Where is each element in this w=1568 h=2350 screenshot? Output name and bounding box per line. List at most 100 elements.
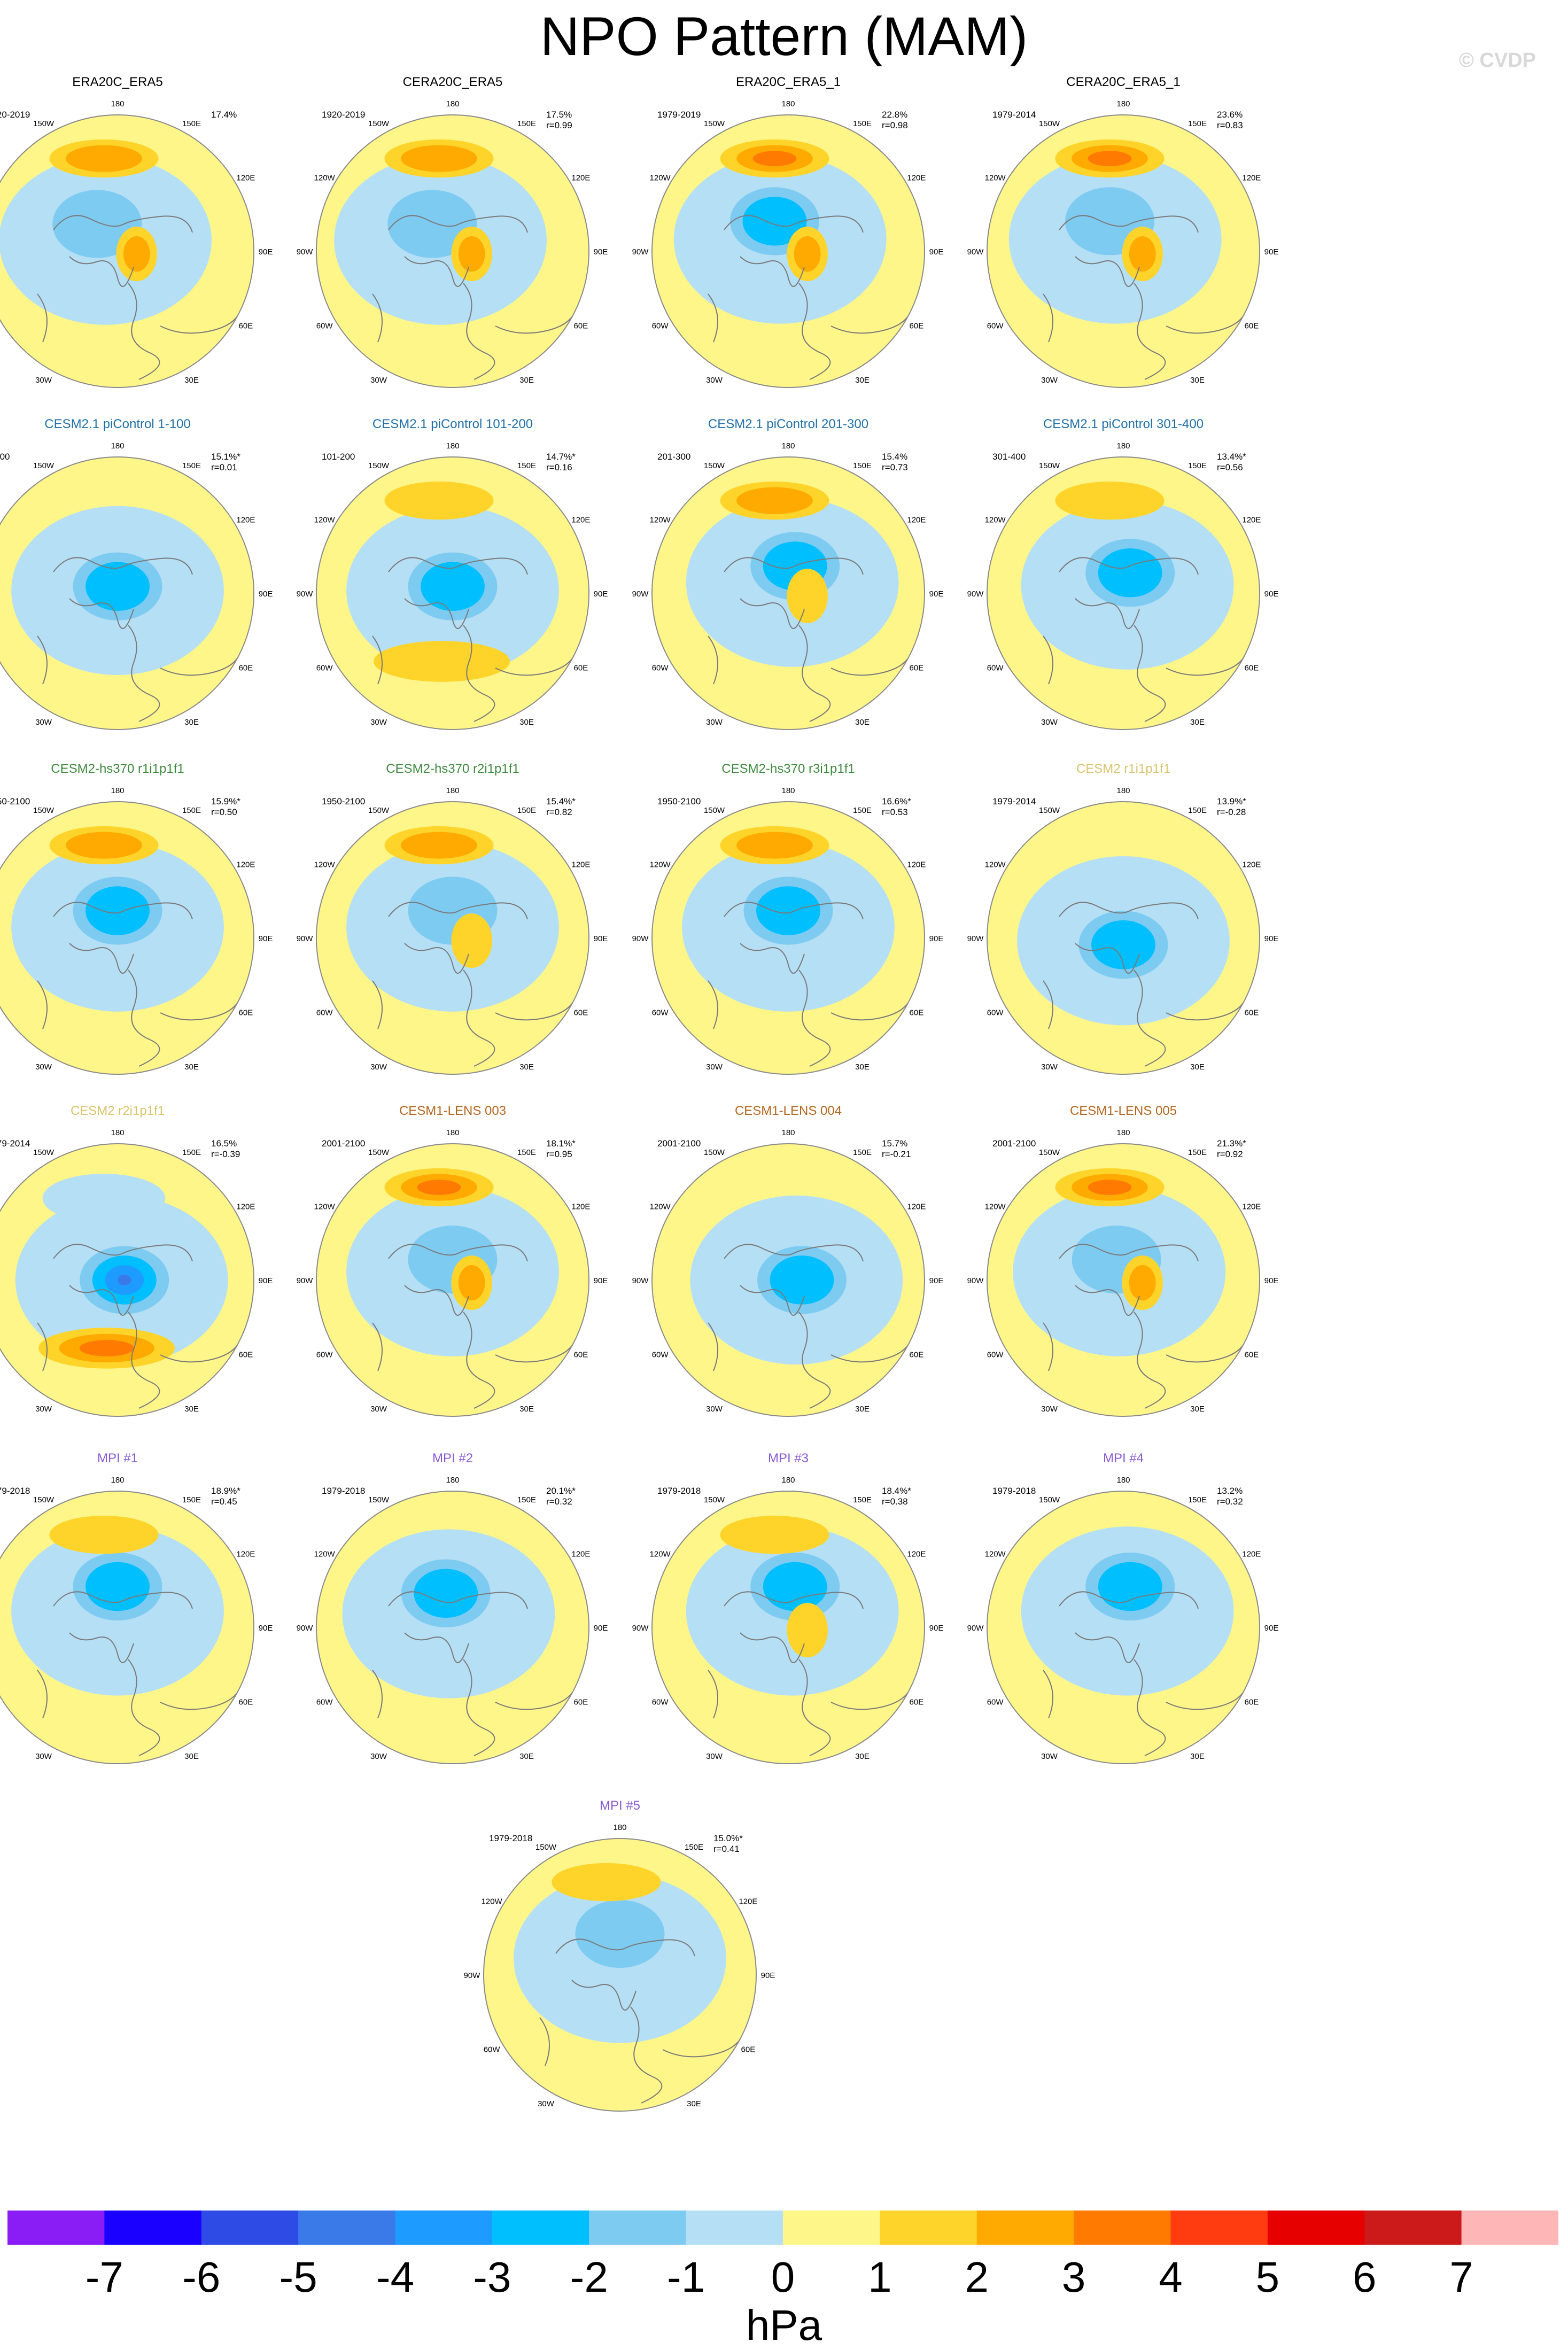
- panel-correlation: r=0.32: [1217, 1496, 1243, 1507]
- pacific-high-contour: [736, 832, 813, 859]
- longitude-label: 90E: [929, 590, 944, 599]
- coastline: [539, 1938, 743, 2104]
- panel-correlation: r=0.01: [211, 462, 237, 472]
- colorbar: [7, 2211, 1558, 2245]
- longitude-label: 60W: [316, 322, 333, 331]
- longitude-label: 30E: [1190, 1405, 1205, 1414]
- panel-correlation: r=0.82: [546, 807, 572, 817]
- panel-correlation: r=0.99: [546, 120, 572, 130]
- polar-map: 180150W150E120W120E90W90E60W60E30W30E0: [297, 1476, 608, 1764]
- map-boundary: [0, 1491, 254, 1764]
- longitude-label: 120W: [314, 860, 336, 870]
- longitude-label: 120E: [571, 1550, 590, 1559]
- pacific-high-contour: [417, 1180, 461, 1195]
- longitude-label: 120E: [907, 174, 926, 183]
- longitude-label: 120E: [1242, 860, 1261, 870]
- panel-period: 1979-2018: [992, 1486, 1036, 1496]
- longitude-label: 150W: [33, 1495, 55, 1504]
- longitude-label: 90W: [632, 247, 649, 257]
- polar-map: 180150W150E120W120E90W90E60W60E30W30E0: [297, 99, 608, 388]
- map-boundary: [651, 456, 925, 730]
- colorbar-bin: [492, 2211, 589, 2245]
- longitude-label: 150W: [704, 806, 725, 815]
- longitude-label: 120E: [571, 860, 590, 870]
- longitude-label: 60E: [239, 1698, 253, 1707]
- longitude-label: 90E: [259, 247, 273, 257]
- arctic-low-contour: [86, 562, 150, 611]
- colorbar-bin: [1170, 2211, 1268, 2245]
- map-boundary: [316, 1143, 589, 1417]
- longitude-label: 150E: [1188, 119, 1207, 128]
- panel-title: CESM2 r2i1p1f1: [70, 1104, 165, 1118]
- colorbar-tick-label: 7: [1449, 2253, 1473, 2301]
- longitude-label: 60E: [239, 322, 253, 331]
- longitude-label: 90E: [761, 1971, 775, 1980]
- pacific-high-contour: [1088, 151, 1132, 166]
- colorbar-bin: [1267, 2211, 1365, 2245]
- longitude-label: 90E: [1264, 1624, 1279, 1633]
- longitude-label: 90W: [632, 590, 649, 599]
- longitude-label: 150E: [853, 1148, 872, 1157]
- panel-correlation: r=0.73: [882, 462, 908, 472]
- coastline: [1043, 1591, 1247, 1756]
- colorbar-tick-label: 2: [965, 2253, 989, 2301]
- longitude-label: 60W: [987, 1009, 1004, 1018]
- map-boundary: [316, 1491, 589, 1764]
- map-panel: CESM2.1 piControl 1-100 1-100 15.1%*r=0.01…: [0, 417, 278, 738]
- map-boundary: [483, 1838, 757, 2112]
- longitude-label: 90E: [1264, 934, 1279, 943]
- panel-variance-pct: 14.7%*: [546, 452, 576, 462]
- longitude-label: 120E: [571, 174, 590, 183]
- panel-period: 1920-2019: [0, 110, 30, 120]
- pacific-low-contour: [42, 1174, 166, 1223]
- panel-period: 1979-2019: [657, 110, 701, 120]
- polar-map: 180150W150E120W120E90W90E60W60E30W30E0: [967, 441, 1278, 730]
- panel-correlation: r=-0.28: [1217, 807, 1246, 817]
- longitude-label: 90W: [967, 1624, 984, 1633]
- panel-variance-pct: 16.5%: [211, 1138, 237, 1149]
- panel-period: 201-300: [657, 452, 691, 462]
- panel-variance-pct: 18.9%*: [211, 1486, 240, 1496]
- polar-map: 180150W150E120W120E90W90E60W60E30W30E0: [297, 441, 608, 730]
- longitude-label: 90E: [259, 934, 273, 943]
- longitude-label: 150E: [517, 1148, 536, 1157]
- coastline: [372, 557, 576, 722]
- map-panel: CESM2-hs370 r1i1p1f1 1950-2100 15.9%*r=0.5…: [0, 762, 278, 1082]
- panel-correlation: r=-0.21: [882, 1149, 911, 1159]
- longitude-label: 60W: [987, 322, 1004, 331]
- longitude-label: 90E: [929, 934, 944, 943]
- polar-map: 180150W150E120W120E90W90E60W60E30W30E0: [0, 786, 273, 1075]
- longitude-label: 60W: [987, 1351, 1004, 1360]
- panel-variance-pct: 18.1%*: [546, 1138, 576, 1149]
- panel-title: CESM2-hs370 r3i1p1f1: [721, 762, 855, 776]
- panel-title: MPI #3: [767, 1451, 809, 1465]
- coastline: [372, 1244, 576, 1409]
- panel-title: CESM1-LENS 003: [399, 1104, 507, 1118]
- longitude-label: 30W: [370, 718, 387, 727]
- longitude-label: 90E: [259, 590, 273, 599]
- longitude-label: 60E: [574, 322, 588, 331]
- longitude-label: 150W: [33, 461, 55, 470]
- panel-variance-pct: 15.0%*: [713, 1833, 743, 1843]
- colorbar-bin: [1461, 2211, 1558, 2245]
- arctic-low-contour: [742, 197, 807, 246]
- pacific-high-contour: [49, 1515, 159, 1554]
- panel-variance-pct: 23.6%: [1217, 110, 1243, 120]
- longitude-label: 150W: [704, 1495, 725, 1504]
- longitude-label: 120E: [907, 1550, 926, 1559]
- colorbar-bin: [201, 2211, 299, 2245]
- coastline: [1043, 557, 1247, 722]
- panel-period: 1979-2014: [992, 796, 1036, 806]
- panel-period: 1920-2019: [322, 110, 366, 120]
- longitude-label: 30W: [35, 718, 52, 727]
- longitude-label: 120W: [650, 516, 671, 525]
- longitude-label: 30E: [184, 1062, 199, 1072]
- panel-title: CESM1-LENS 004: [734, 1104, 842, 1118]
- longitude-label: 90E: [594, 590, 608, 599]
- longitude-label: 30W: [706, 1752, 723, 1761]
- pacific-high-contour: [736, 487, 813, 514]
- longitude-label: 90E: [594, 934, 608, 943]
- panel-period: 1979-2018: [657, 1486, 701, 1496]
- map-panel: CESM1-LENS 005 2001-2100 21.3%* r=0.92 180 15…: [963, 1104, 1284, 1424]
- longitude-label: 150E: [517, 806, 536, 815]
